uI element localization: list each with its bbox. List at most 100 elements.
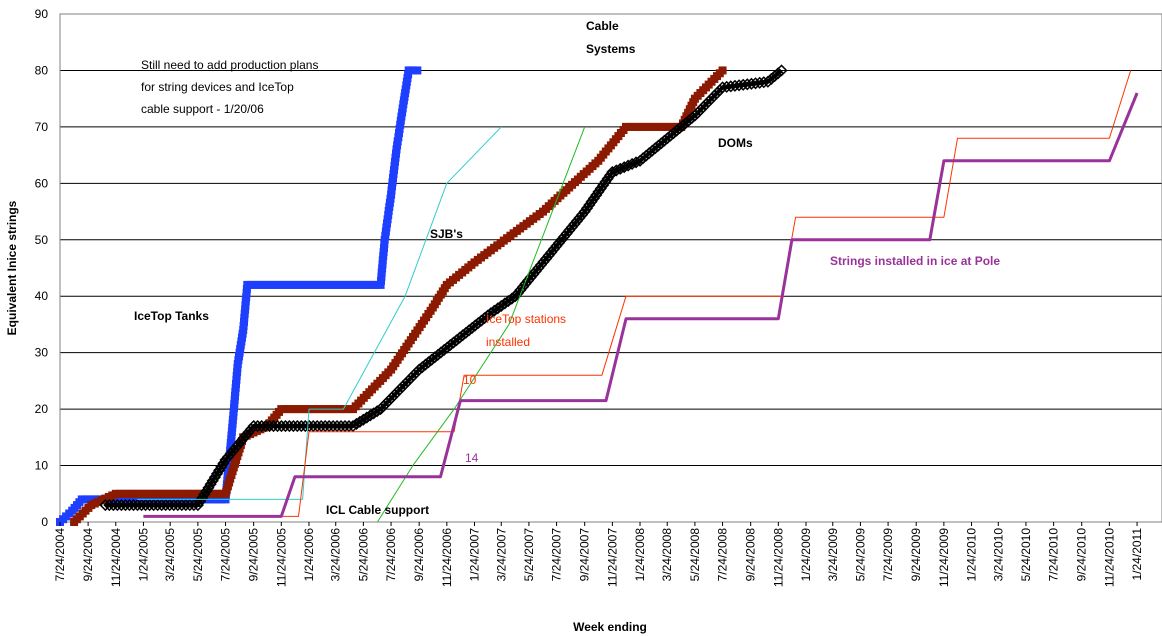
data-point	[331, 419, 344, 433]
data-point	[208, 471, 221, 484]
y-tick-label: 80	[35, 63, 49, 77]
data-point	[558, 230, 571, 243]
data-point	[380, 239, 389, 248]
plot-area-frame	[59, 13, 1162, 523]
data-point	[380, 235, 389, 244]
data-point	[232, 438, 245, 451]
x-tick-label: 1/24/2006	[302, 528, 316, 582]
data-point	[167, 499, 180, 512]
data-point	[234, 435, 247, 448]
annotation-label-10: 10	[463, 373, 477, 387]
data-point	[367, 407, 380, 420]
data-point	[534, 258, 548, 271]
data-point	[578, 205, 591, 218]
data-point	[382, 394, 395, 407]
data-point	[242, 285, 251, 293]
x-tick-label: 11/24/2004	[109, 528, 123, 587]
data-point	[107, 499, 120, 512]
data-point	[450, 334, 463, 347]
data-point	[438, 343, 451, 357]
data-point	[603, 169, 617, 182]
data-point	[377, 400, 390, 413]
data-point	[183, 499, 196, 512]
data-point	[242, 293, 251, 302]
data-point	[555, 233, 568, 246]
data-point	[775, 64, 788, 77]
data-point	[336, 280, 345, 289]
data-point	[708, 89, 721, 102]
x-tick-label: 5/24/2006	[356, 528, 370, 582]
data-point	[597, 179, 610, 192]
data-point	[131, 499, 144, 512]
data-point	[565, 221, 578, 234]
data-point	[416, 361, 429, 374]
data-point	[552, 236, 566, 249]
data-point	[368, 280, 377, 289]
data-point	[768, 70, 781, 83]
data-point	[563, 224, 576, 237]
data-point	[147, 499, 160, 512]
data-point	[391, 386, 404, 399]
data-point	[239, 429, 253, 442]
data-point	[307, 419, 320, 433]
x-tick-label: 7/24/2008	[716, 528, 730, 582]
data-point	[210, 467, 224, 480]
data-point	[377, 276, 385, 285]
data-point	[618, 161, 631, 174]
data-point	[694, 103, 707, 117]
data-point	[240, 313, 249, 322]
data-point	[394, 133, 403, 142]
data-point	[171, 499, 184, 512]
data-point	[360, 411, 373, 424]
data-point	[380, 244, 388, 252]
y-tick-label: 20	[35, 402, 49, 416]
data-point	[413, 66, 422, 75]
data-point	[389, 170, 398, 179]
data-point	[240, 317, 248, 326]
data-point	[219, 453, 232, 466]
data-point	[398, 108, 407, 117]
data-point	[390, 166, 398, 174]
data-point	[103, 499, 116, 512]
series-3	[137, 126, 502, 500]
y-axis-title: Equivalent Inice strings	[5, 200, 19, 335]
series-5	[143, 70, 1132, 517]
data-point	[393, 137, 402, 146]
data-point	[307, 280, 316, 289]
data-point	[392, 145, 401, 154]
data-point	[393, 383, 406, 396]
series-layer	[56, 64, 1139, 526]
x-tick-label: 7/24/2005	[219, 528, 233, 582]
data-point	[319, 419, 332, 433]
data-point	[679, 117, 692, 130]
annotation-icl-cable: ICL Cable support	[326, 503, 429, 517]
data-point	[444, 338, 457, 352]
data-point	[316, 280, 324, 289]
data-point	[576, 208, 589, 221]
data-point	[522, 274, 535, 287]
data-point	[682, 114, 695, 127]
annotation-cable-systems-1: Cable	[586, 19, 619, 33]
annotation-icetop-stations-2: installed	[486, 335, 530, 349]
data-point	[379, 248, 388, 257]
data-point	[128, 489, 136, 498]
data-point	[356, 280, 365, 289]
x-tick-label: 5/24/2010	[1019, 528, 1033, 582]
data-point	[315, 419, 328, 433]
data-point	[601, 172, 614, 185]
data-point	[765, 72, 778, 85]
y-tick-label: 90	[35, 7, 49, 21]
data-point	[646, 144, 659, 157]
data-point	[655, 137, 668, 150]
data-point	[374, 403, 387, 416]
data-point	[456, 329, 469, 342]
data-point	[135, 499, 148, 512]
data-point	[385, 391, 398, 404]
data-point	[378, 256, 387, 265]
annotation-sjbs: SJB's	[430, 227, 463, 241]
data-point	[410, 366, 423, 379]
data-point	[168, 489, 177, 498]
data-point	[478, 312, 491, 325]
data-point	[509, 290, 522, 303]
x-tick-label: 11/24/2005	[274, 528, 288, 587]
